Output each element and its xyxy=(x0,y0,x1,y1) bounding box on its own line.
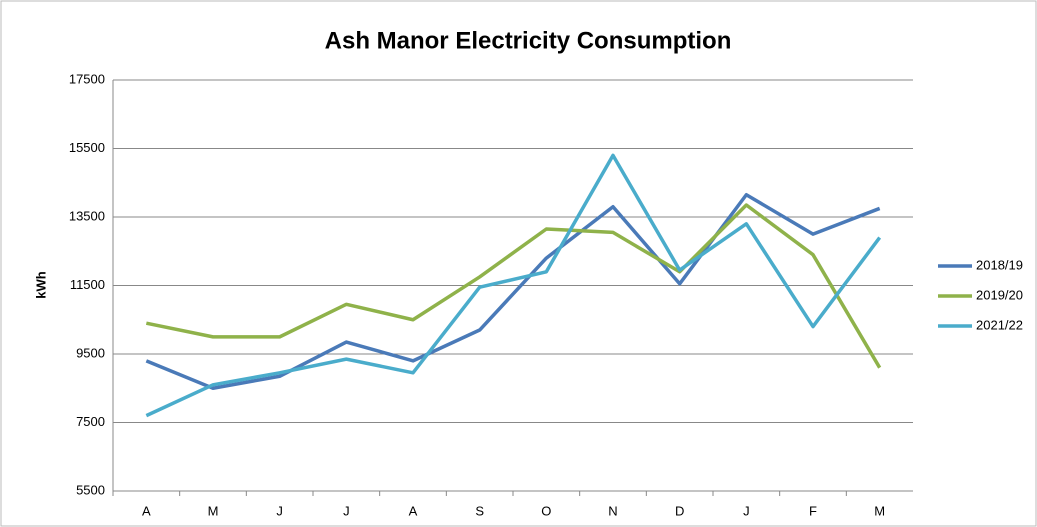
x-tick-label: O xyxy=(541,503,551,518)
y-tick-label: 5500 xyxy=(76,482,105,497)
series-line xyxy=(145,153,882,418)
y-axis-label: kWh xyxy=(33,271,48,299)
x-tick-label: M xyxy=(208,503,219,518)
x-tick-label: A xyxy=(142,503,151,518)
y-tick-label: 17500 xyxy=(69,71,105,86)
y-tick-label: 13500 xyxy=(69,208,105,223)
x-tick-label: S xyxy=(475,503,484,518)
x-tick-label: F xyxy=(809,503,817,518)
y-tick-label: 9500 xyxy=(76,345,105,360)
legend-label: 2018/19 xyxy=(976,257,1023,272)
chart-title: Ash Manor Electricity Consumption xyxy=(325,27,732,54)
x-tick-label: J xyxy=(276,503,283,518)
x-tick-label: N xyxy=(608,503,617,518)
x-tick-label: J xyxy=(743,503,750,518)
y-tick-label: 7500 xyxy=(76,414,105,429)
series-line xyxy=(145,203,882,369)
x-tick-label: M xyxy=(874,503,885,518)
y-tick-label: 11500 xyxy=(70,277,105,292)
x-tick-label: A xyxy=(409,503,418,518)
x-tick-label: J xyxy=(343,503,350,518)
legend-label: 2019/20 xyxy=(976,287,1023,302)
x-tick-label: D xyxy=(675,503,684,518)
y-tick-label: 15500 xyxy=(69,140,105,155)
legend-label: 2021/22 xyxy=(976,317,1023,332)
series-line xyxy=(145,192,881,390)
